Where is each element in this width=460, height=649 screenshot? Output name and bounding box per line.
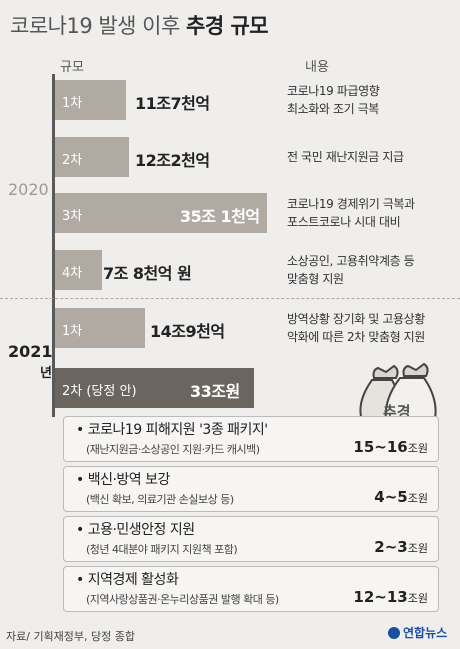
bar-description: 소상공인, 고용취약계층 등 맞춤형 지원 (287, 252, 414, 288)
description-line: 전 국민 재난지원금 지급 (287, 148, 404, 166)
breakdown-title: • 고용·민생안정 지원 (76, 519, 195, 539)
breakdown-amount-unit: 조원 (408, 542, 428, 555)
axis-line (52, 74, 55, 417)
breakdown-amount-value: 4~5 (374, 488, 407, 506)
bar-value-label: 35조 1천억 (180, 203, 260, 227)
breakdown-amount: 2~3조원 (374, 538, 428, 556)
logo-icon (388, 627, 400, 639)
bar-value-label: 14조9천억 (150, 318, 225, 342)
bar-description: 코로나19 경제위기 극복과 포스트코로나 시대 대비 (287, 195, 415, 231)
scale-header: 규모 (60, 56, 84, 75)
breakdown-amount: 15~16조원 (353, 438, 428, 456)
bar-label: 3차 (62, 205, 82, 224)
bar-description: 방역상황 장기화 및 고용상황 악화에 따른 2차 맞춤형 지원 (287, 310, 425, 346)
breakdown-subtitle: (백신 확보, 의료기관 손실보상 등) (86, 491, 234, 507)
breakdown-amount-unit: 조원 (408, 592, 428, 605)
bar-value-label: 7조 8천억 원 (103, 260, 191, 284)
description-line: 소상공인, 고용취약계층 등 (287, 252, 414, 270)
breakdown-amount-value: 15~16 (353, 438, 407, 456)
description-line: 포스트코로나 시대 대비 (287, 213, 415, 231)
yonhap-logo: 연합뉴스 (388, 624, 447, 641)
breakdown-subtitle: (청년 4대분야 패키지 지원책 포함) (86, 541, 237, 557)
description-line: 코로나19 파급영향 (287, 82, 379, 100)
bar-label: 1차 (62, 320, 82, 339)
bar-label: 2차 (당정 안) (62, 380, 137, 399)
breakdown-title: • 지역경제 활성화 (76, 569, 178, 589)
breakdown-subtitle: (지역사랑상품권·온누리상품권 발행 확대 등) (86, 591, 279, 607)
breakdown-title: • 백신·방역 보강 (76, 469, 170, 489)
bar-value-label: 11조7천억 (135, 90, 210, 114)
breakdown-amount-value: 2~3 (374, 538, 407, 556)
bar-label: 4차 (62, 262, 82, 281)
bar-label: 1차 (62, 92, 82, 111)
content-header: 내용 (305, 56, 329, 75)
year-divider (0, 298, 460, 299)
breakdown-amount-unit: 조원 (408, 442, 428, 455)
description-line: 맞춤형 지원 (287, 270, 414, 288)
bar-label: 2차 (62, 149, 82, 168)
bar-description: 코로나19 파급영향 최소화와 조기 극복 (287, 82, 379, 118)
breakdown-amount-unit: 조원 (408, 492, 428, 505)
breakdown-amount: 12~13조원 (353, 588, 428, 606)
breakdown-amount-value: 12~13 (353, 588, 407, 606)
bar-description: 전 국민 재난지원금 지급 (287, 148, 404, 166)
description-line: 방역상황 장기화 및 고용상황 (287, 310, 425, 328)
page-title: 코로나19 발생 이후 추경 규모 (10, 10, 268, 40)
breakdown-amount: 4~5조원 (374, 488, 428, 506)
breakdown-title: • 코로나19 피해지원 '3종 패키지' (76, 419, 268, 439)
description-line: 악화에 따른 2차 맞춤형 지원 (287, 328, 425, 346)
description-line: 코로나19 경제위기 극복과 (287, 195, 415, 213)
year-2021-label: 2021 (8, 342, 53, 361)
breakdown-subtitle: (재난지원금·소상공인 지원·카드 캐시백) (86, 441, 260, 457)
bar-value-label: 12조2천억 (135, 147, 210, 171)
year-2020-label: 2020 (8, 180, 49, 199)
source-note: 자료/ 기획재정부, 당정 종합 (6, 628, 135, 644)
description-line: 최소화와 조기 극복 (287, 100, 379, 118)
year-2021-suffix: 년 (40, 362, 52, 381)
bar-value-label: 33조원 (190, 378, 240, 402)
